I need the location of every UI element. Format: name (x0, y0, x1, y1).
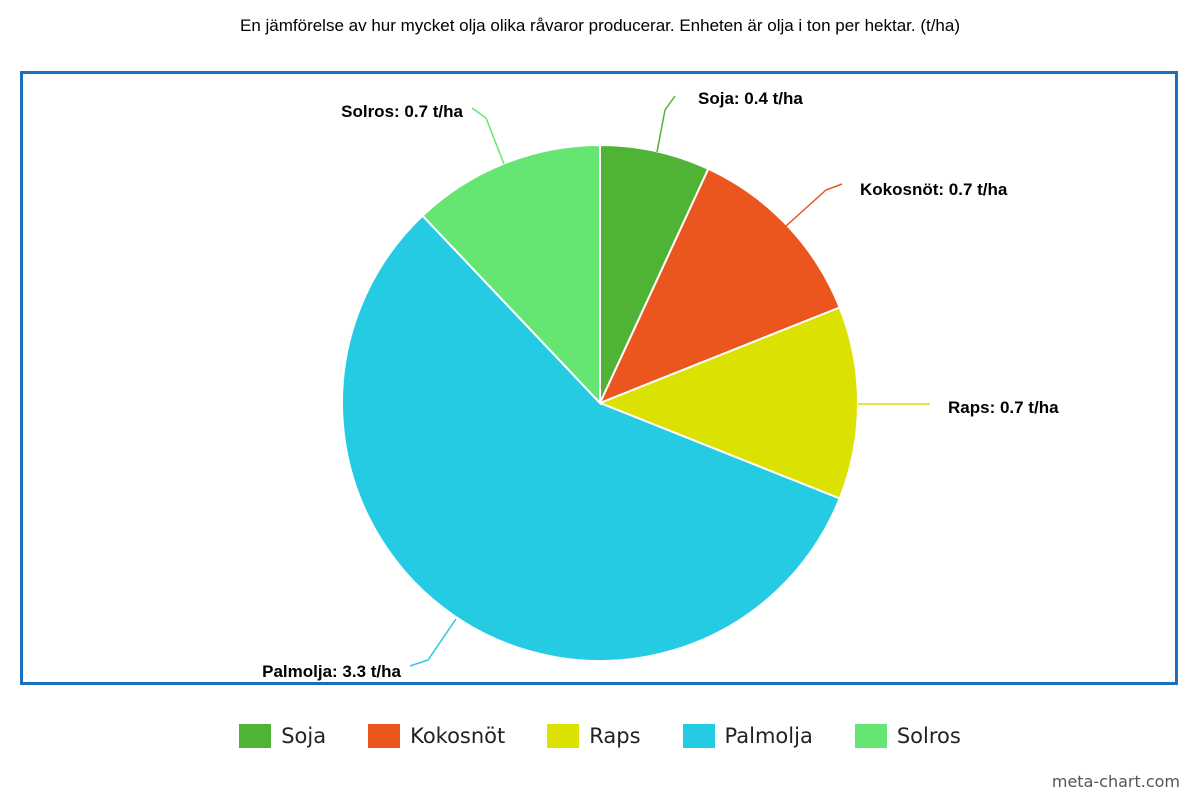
leader-line-kokosnot (785, 183, 843, 227)
data-label-soja: Soja: 0.4 t/ha (698, 89, 803, 108)
data-label-palmolja: Palmolja: 3.3 t/ha (262, 662, 401, 681)
legend-label-raps: Raps (589, 724, 641, 748)
slice-labels: Soja: 0.4 t/ha Kokosnöt: 0.7 t/ha Raps: 0.… (262, 89, 1059, 681)
legend-label-solros: Solros (896, 724, 961, 748)
legend-item-soja[interactable]: Soja (239, 724, 326, 748)
chart-title: En jämförelse av hur mycket olja olika r… (239, 16, 961, 35)
leader-line-solros (471, 107, 505, 165)
legend-swatch-solros (854, 724, 887, 748)
pie-slice-soja[interactable] (599, 143, 710, 404)
data-label-solros: Solros: 0.7 t/ha (341, 102, 463, 121)
data-label-kokosnot: Kokosnöt: 0.7 t/ha (860, 180, 1008, 199)
pie-slice-palmolja[interactable] (341, 214, 841, 662)
pie-slices (341, 143, 859, 662)
legend-item-solros[interactable]: Solros (854, 724, 961, 748)
legend: Soja Kokosnöt Raps Palmolja Solros (0, 724, 1200, 748)
legend-label-palmolja: Palmolja (724, 724, 813, 748)
leader-line-soja (656, 95, 676, 153)
legend-label-soja: Soja (281, 724, 327, 748)
data-label-raps: Raps: 0.7 t/ha (948, 398, 1059, 417)
pie-slice-raps[interactable] (597, 306, 859, 500)
legend-swatch-palmolja (682, 724, 715, 748)
legend-item-palmolja[interactable]: Palmolja (682, 724, 813, 748)
legend-item-raps[interactable]: Raps (547, 724, 641, 748)
watermark: meta-chart.com (1051, 772, 1180, 791)
plot-frame (20, 71, 1178, 685)
legend-swatch-soja (239, 724, 272, 748)
label-leader-lines (409, 95, 930, 667)
legend-swatch-raps (547, 724, 580, 748)
legend-swatch-kokosnot (368, 724, 401, 748)
legend-label-kokosnot: Kokosnöt (410, 724, 506, 748)
leader-line-palmolja (409, 618, 457, 667)
legend-item-kokosnot[interactable]: Kokosnöt (368, 724, 505, 748)
